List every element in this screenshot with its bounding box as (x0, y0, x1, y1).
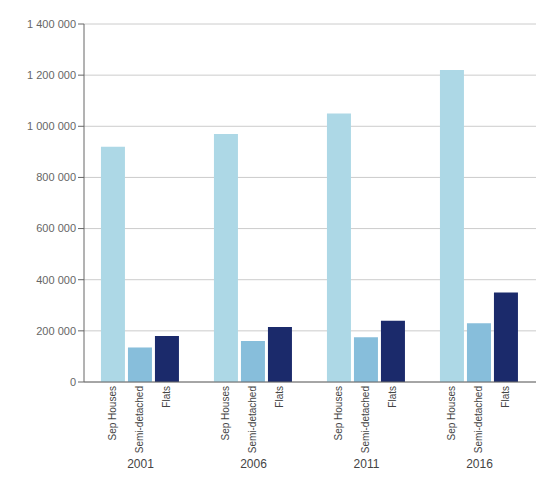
svg-text:Flats: Flats (387, 386, 398, 408)
svg-text:2016: 2016 (466, 457, 493, 471)
svg-text:Semi-detached: Semi-detached (247, 386, 258, 453)
svg-text:Flats: Flats (274, 386, 285, 408)
svg-text:1 400 000: 1 400 000 (27, 18, 76, 30)
svg-text:600 000: 600 000 (36, 222, 76, 234)
svg-text:200 000: 200 000 (36, 325, 76, 337)
svg-text:400 000: 400 000 (36, 274, 76, 286)
svg-text:Sep Houses: Sep Houses (107, 386, 118, 440)
svg-text:Semi-detached: Semi-detached (134, 386, 145, 453)
svg-text:Flats: Flats (500, 386, 511, 408)
svg-text:Semi-detached: Semi-detached (360, 386, 371, 453)
svg-text:2006: 2006 (240, 457, 267, 471)
svg-text:2001: 2001 (127, 457, 154, 471)
svg-text:Sep Houses: Sep Houses (333, 386, 344, 440)
svg-text:Semi-detached: Semi-detached (473, 386, 484, 453)
svg-text:2011: 2011 (354, 457, 380, 471)
svg-text:1 200 000: 1 200 000 (27, 69, 76, 81)
svg-text:0: 0 (70, 376, 76, 388)
svg-text:800 000: 800 000 (36, 171, 76, 183)
svg-text:Sep Houses: Sep Houses (220, 386, 231, 440)
svg-text:Flats: Flats (161, 386, 172, 408)
svg-text:1 000 000: 1 000 000 (27, 120, 76, 132)
svg-text:Sep Houses: Sep Houses (446, 386, 457, 440)
